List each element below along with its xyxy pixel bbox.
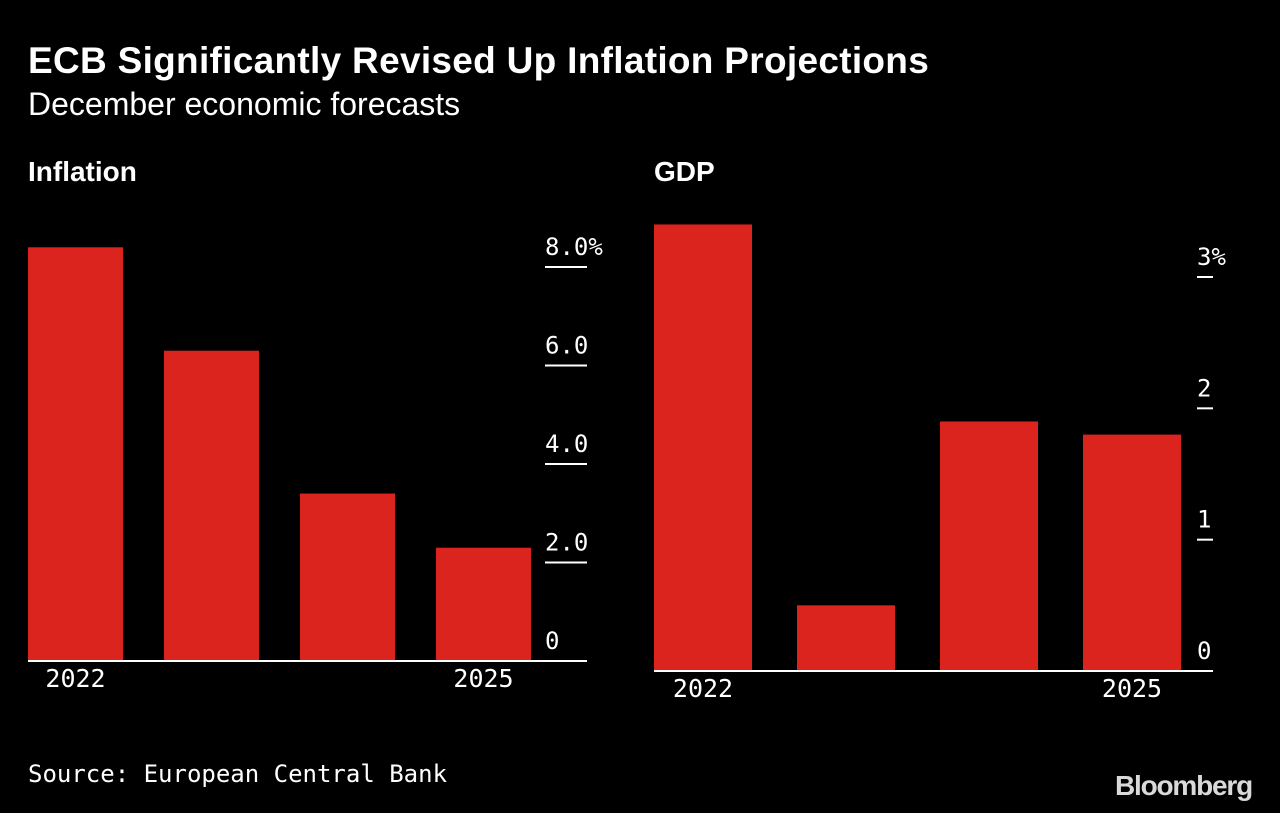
inflation-panel-title: Inflation xyxy=(28,156,137,187)
inflation-bar-2024 xyxy=(300,493,395,661)
inflation-ytick-label: 6.0 xyxy=(545,332,588,360)
gdp-bar-2024 xyxy=(940,421,1038,671)
gdp-ytick-label: 0 xyxy=(1197,637,1211,665)
inflation-ytick-label: 0 xyxy=(545,627,559,655)
source-note: Source: European Central Bank xyxy=(28,760,448,788)
chart-title: ECB Significantly Revised Up Inflation P… xyxy=(28,40,930,81)
inflation-bar-2022 xyxy=(28,247,123,662)
gdp-bar-2022 xyxy=(654,224,752,671)
inflation-ytick-label: 2.0 xyxy=(545,529,588,557)
gdp-panel-title: GDP xyxy=(654,156,715,187)
inflation-ytick-label: 8.0% xyxy=(545,233,603,261)
gdp-ytick-label: 2 xyxy=(1197,374,1211,402)
bloomberg-logo: Bloomberg xyxy=(1115,770,1253,801)
inflation-xtick-label: 2025 xyxy=(453,664,513,693)
inflation-bar-2023 xyxy=(164,350,259,661)
inflation-bar-2025 xyxy=(436,547,531,661)
inflation-xtick-label: 2022 xyxy=(45,664,105,693)
gdp-bar-2023 xyxy=(797,605,895,671)
gdp-xtick-label: 2022 xyxy=(673,674,733,703)
chart-subtitle: December economic forecasts xyxy=(28,86,461,122)
inflation-ytick-label: 4.0 xyxy=(545,430,588,458)
gdp-bar-2025 xyxy=(1083,434,1181,671)
gdp-ytick-label: 3% xyxy=(1197,243,1226,271)
gdp-xtick-label: 2025 xyxy=(1102,674,1162,703)
gdp-ytick-label: 1 xyxy=(1197,506,1211,534)
